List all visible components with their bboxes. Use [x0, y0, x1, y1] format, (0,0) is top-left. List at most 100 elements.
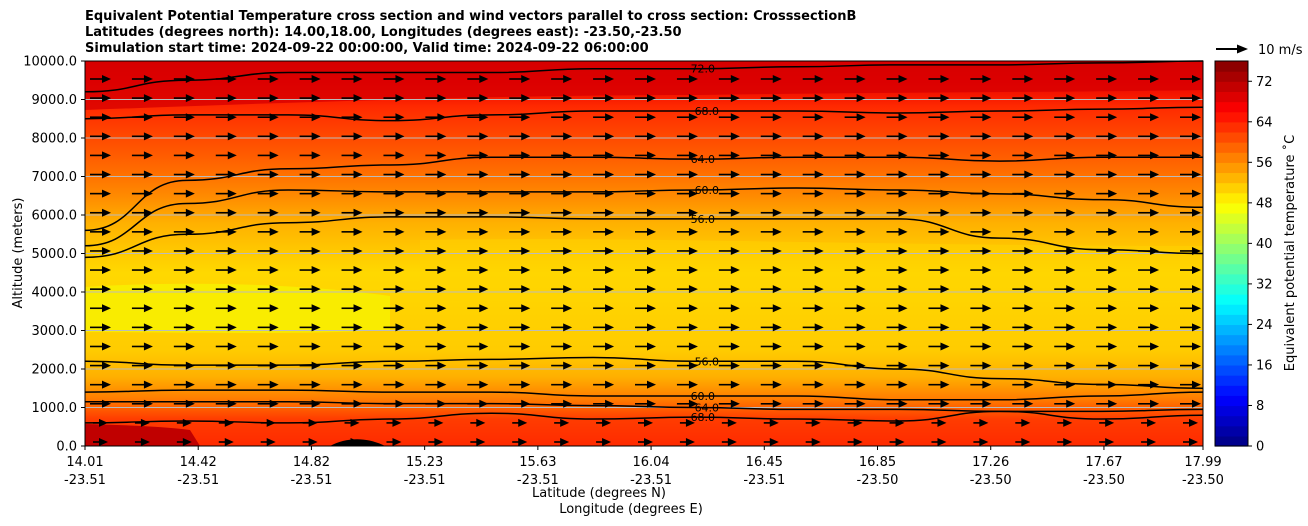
- wind-vector-arrow-icon: [1108, 304, 1118, 313]
- wind-vector-arrow-icon: [940, 342, 950, 351]
- wind-vector-arrow-icon: [140, 418, 150, 427]
- wind-vector-arrow-icon: [311, 132, 321, 141]
- wind-vector-arrow-icon: [1024, 266, 1034, 275]
- y-tick-label: 4000.0: [32, 286, 78, 301]
- wind-vector-arrow-icon: [688, 132, 698, 141]
- wind-vector-arrow-icon: [895, 438, 905, 446]
- wind-vector-arrow-icon: [1066, 266, 1076, 275]
- wind-vector-arrow-icon: [772, 380, 782, 389]
- wind-vector-arrow-icon: [1066, 132, 1076, 141]
- x-tick-label-longitude: -23.51: [290, 473, 332, 488]
- wind-vector-arrow-icon: [898, 285, 908, 294]
- x-tick-label-longitude: -23.50: [1182, 473, 1224, 488]
- wind-vector-arrow-icon: [224, 418, 234, 427]
- wind-vector-arrow-icon: [476, 418, 486, 427]
- wind-vector-arrow-icon: [227, 266, 237, 275]
- wind-vector-arrow-icon: [563, 246, 573, 255]
- wind-vector-arrow-icon: [182, 418, 192, 427]
- wind-vector-arrow-icon: [814, 323, 824, 332]
- colorbar-segment: [1215, 182, 1248, 194]
- wind-vector-arrow-icon: [1024, 380, 1034, 389]
- wind-vector-arrow-icon: [605, 323, 615, 332]
- colorbar-segment: [1215, 253, 1248, 265]
- wind-vector-arrow-icon: [688, 94, 698, 103]
- wind-vector-arrow-icon: [227, 151, 237, 160]
- wind-vector-arrow-icon: [644, 438, 653, 446]
- wind-vector-arrow-icon: [563, 399, 573, 408]
- wind-vector-arrow-icon: [1066, 342, 1076, 351]
- wind-vector-arrow-icon: [856, 399, 866, 408]
- wind-vector-arrow-icon: [437, 380, 447, 389]
- wind-vector-arrow-icon: [772, 285, 782, 294]
- wind-vector-arrow-icon: [227, 170, 237, 179]
- colorbar-segment: [1215, 202, 1248, 214]
- wind-vector-arrow-icon: [772, 342, 782, 351]
- wind-vector-arrow-icon: [521, 132, 531, 141]
- wind-vector-arrow-icon: [311, 75, 321, 83]
- wind-vector-arrow-icon: [227, 246, 237, 255]
- wind-vector-arrow-icon: [437, 342, 447, 351]
- wind-vector-arrow-icon: [353, 323, 363, 332]
- wind-vector-arrow-icon: [1066, 189, 1076, 198]
- wind-vector-arrow-icon: [266, 438, 276, 446]
- wind-vector-arrow-icon: [1066, 323, 1076, 332]
- wind-vector-arrow-icon: [605, 266, 615, 275]
- x-tick-label-longitude: -23.51: [743, 473, 785, 488]
- quiver-key-arrow-icon: [1237, 44, 1248, 54]
- wind-vector-arrow-icon: [185, 361, 195, 370]
- wind-vector-arrow-icon: [1066, 227, 1076, 236]
- contour-label: 64.0: [695, 402, 720, 415]
- x-axis-ticks: 14.01 -23.51 14.42 -23.51 14.82 -23.51 15.23 -2…: [64, 446, 1224, 488]
- wind-vector-arrow-icon: [143, 285, 153, 294]
- wind-vector-arrow-icon: [479, 208, 489, 217]
- colorbar-segment: [1215, 172, 1248, 184]
- wind-vector-arrow-icon: [1192, 361, 1201, 370]
- colorbar-segment: [1215, 111, 1248, 123]
- wind-vector-arrow-icon: [647, 361, 656, 370]
- wind-vector-arrow-icon: [563, 285, 573, 294]
- y-tick-label: 6000.0: [32, 209, 78, 224]
- wind-vector-arrow-icon: [311, 266, 321, 275]
- wind-vector-arrow-icon: [898, 75, 908, 83]
- wind-vector-arrow-icon: [1108, 151, 1118, 160]
- wind-vector-arrow-icon: [437, 113, 447, 122]
- wind-vector-arrow-icon: [395, 132, 405, 141]
- wind-vector-arrow-icon: [895, 418, 905, 427]
- wind-vector-arrow-icon: [1150, 399, 1160, 408]
- wind-vector-arrow-icon: [227, 304, 237, 313]
- y-tick-label: 7000.0: [32, 170, 78, 185]
- wind-vector-arrow-icon: [479, 189, 489, 198]
- wind-vector-arrow-icon: [898, 304, 908, 313]
- wind-vector-arrow-icon: [814, 75, 824, 83]
- wind-vector-arrow-icon: [898, 227, 908, 236]
- wind-vector-arrow-icon: [353, 75, 363, 83]
- colorbar-segment: [1215, 294, 1248, 305]
- wind-vector-arrow-icon: [1192, 399, 1201, 408]
- wind-vector-arrow-icon: [269, 208, 279, 217]
- colorbar-segment: [1215, 142, 1248, 153]
- wind-vector-arrow-icon: [479, 227, 489, 236]
- wind-vector-arrow-icon: [605, 170, 615, 179]
- wind-vector-arrow-icon: [688, 399, 698, 408]
- contour-label: 60.0: [691, 390, 716, 403]
- wind-vector-arrow-icon: [940, 170, 950, 179]
- wind-vector-arrow-icon: [563, 227, 573, 236]
- wind-vector-arrow-icon: [730, 94, 740, 103]
- wind-vector-arrow-icon: [479, 132, 489, 141]
- wind-vector-arrow-icon: [563, 342, 573, 351]
- wind-vector-arrow-icon: [1150, 151, 1160, 160]
- wind-vector-arrow-icon: [102, 227, 111, 236]
- wind-vector-arrow-icon: [730, 246, 740, 255]
- x-axis-label-longitude: Longitude (degrees E): [559, 502, 703, 517]
- wind-vector-arrow-icon: [1066, 94, 1076, 103]
- wind-vector-arrow-icon: [814, 151, 824, 160]
- wind-vector-arrow-icon: [688, 285, 698, 294]
- contour-line: [84, 60, 1204, 93]
- wind-vector-arrow-icon: [563, 75, 573, 83]
- wind-vector-arrow-icon: [563, 151, 573, 160]
- wind-vector-arrow-icon: [395, 246, 405, 255]
- wind-vector-arrow-icon: [1192, 189, 1201, 198]
- wind-vector-arrow-icon: [479, 151, 489, 160]
- x-tick-label-latitude: 15.23: [406, 455, 443, 470]
- wind-vector-arrow-icon: [772, 399, 782, 408]
